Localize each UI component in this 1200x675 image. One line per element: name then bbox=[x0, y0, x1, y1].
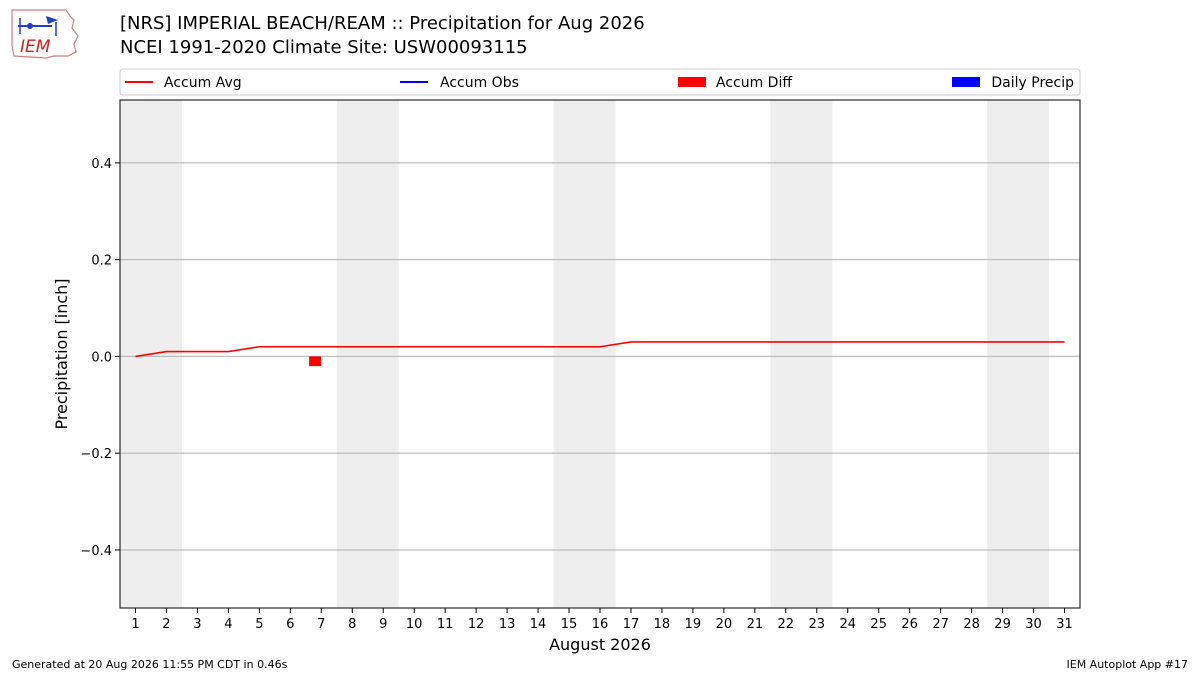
series-line-accum-avg bbox=[135, 341, 1065, 358]
x-tick-label: 5 bbox=[255, 617, 263, 632]
chart-legend: Accum Avg Accum Obs Accum Diff Daily Precip bbox=[119, 68, 1081, 96]
x-tick-label: 4 bbox=[224, 617, 232, 632]
legend-label-accum-diff: Accum Diff bbox=[716, 75, 792, 91]
svg-text:IEM: IEM bbox=[20, 37, 51, 57]
x-tick-label: 10 bbox=[406, 617, 423, 632]
x-tick-label: 13 bbox=[499, 617, 516, 632]
x-tick-label: 8 bbox=[348, 617, 356, 632]
x-tick-label: 18 bbox=[654, 617, 671, 632]
x-tick-label: 20 bbox=[716, 617, 733, 632]
x-axis-ticks: 1 2 3 4 5 6 7 8 9 10 11 12 13 14 15 16 17 18 19 20 21 22 23 24 2… bbox=[131, 608, 1073, 632]
x-tick-label: 3 bbox=[193, 617, 201, 632]
y-tick-label: −0.2 bbox=[80, 447, 112, 462]
x-tick-label: 27 bbox=[932, 617, 949, 632]
legend-label-accum-obs: Accum Obs bbox=[440, 75, 519, 91]
x-tick-label: 31 bbox=[1056, 617, 1073, 632]
x-tick-label: 17 bbox=[623, 617, 640, 632]
y-tick-label: −0.4 bbox=[80, 544, 112, 559]
x-axis-label: August 2026 bbox=[549, 635, 651, 654]
weekend-band bbox=[553, 100, 616, 608]
x-tick-label: 14 bbox=[530, 617, 547, 632]
x-tick-label: 25 bbox=[870, 617, 887, 632]
x-tick-label: 19 bbox=[685, 617, 702, 632]
y-gridlines bbox=[120, 162, 1080, 551]
chart-title: [NRS] IMPERIAL BEACH/REAM :: Precipitati… bbox=[120, 13, 645, 34]
x-tick-label: 23 bbox=[809, 617, 826, 632]
x-tick-label: 22 bbox=[778, 617, 795, 632]
y-tick-label: 0.4 bbox=[91, 157, 112, 172]
x-tick-label: 24 bbox=[839, 617, 856, 632]
legend-label-daily-precip: Daily Precip bbox=[991, 75, 1074, 91]
legend-frame bbox=[119, 68, 1081, 96]
legend-swatch-accum-diff bbox=[678, 77, 706, 87]
y-tick-label: 0.2 bbox=[91, 254, 112, 269]
x-tick-label: 28 bbox=[963, 617, 980, 632]
weekend-bands bbox=[120, 100, 1050, 608]
weekend-band bbox=[770, 100, 833, 608]
generated-timestamp: Generated at 20 Aug 2026 11:55 PM CDT in… bbox=[12, 658, 288, 671]
legend-label-accum-avg: Accum Avg bbox=[164, 75, 242, 91]
x-tick-label: 30 bbox=[1025, 617, 1042, 632]
weekend-band bbox=[336, 100, 399, 608]
legend-swatch-daily-precip bbox=[952, 77, 980, 87]
x-tick-label: 9 bbox=[379, 617, 387, 632]
x-tick-label: 2 bbox=[162, 617, 170, 632]
x-tick-label: 15 bbox=[561, 617, 578, 632]
chart-subtitle: NCEI 1991-2020 Climate Site: USW00093115 bbox=[120, 37, 528, 58]
app-id: IEM Autoplot App #17 bbox=[1066, 658, 1189, 671]
x-tick-label: 6 bbox=[286, 617, 294, 632]
weekend-band bbox=[987, 100, 1050, 608]
x-tick-label: 11 bbox=[437, 617, 454, 632]
chart-series bbox=[135, 341, 1065, 367]
x-tick-label: 12 bbox=[468, 617, 485, 632]
x-tick-label: 29 bbox=[994, 617, 1011, 632]
x-tick-label: 21 bbox=[747, 617, 764, 632]
y-axis-ticks: −0.4 −0.2 0.0 0.2 0.4 bbox=[80, 157, 120, 559]
x-tick-label: 7 bbox=[317, 617, 325, 632]
y-axis-label: Precipitation [inch] bbox=[52, 278, 71, 429]
y-tick-label: 0.0 bbox=[91, 350, 112, 365]
iem-logo: IEM bbox=[11, 9, 79, 59]
x-tick-label: 1 bbox=[131, 617, 139, 632]
x-tick-label: 26 bbox=[901, 617, 918, 632]
x-tick-label: 16 bbox=[592, 617, 609, 632]
bar-accum-diff bbox=[309, 356, 322, 367]
